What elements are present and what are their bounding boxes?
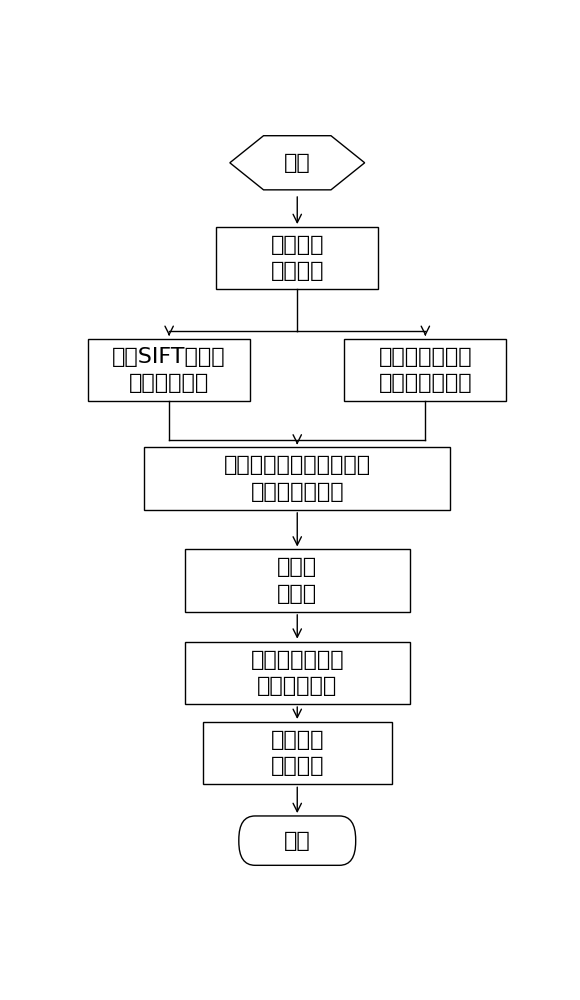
Text: 卡尔曼
滤波器: 卡尔曼 滤波器 bbox=[277, 557, 317, 604]
Bar bbox=[216, 227, 378, 289]
Bar bbox=[185, 642, 409, 704]
Text: 获取移动
载体视频: 获取移动 载体视频 bbox=[270, 235, 324, 281]
Bar bbox=[203, 722, 392, 784]
Text: 利用光流法解算
移动载体的速度: 利用光流法解算 移动载体的速度 bbox=[379, 347, 472, 393]
FancyBboxPatch shape bbox=[239, 816, 356, 865]
Text: 利用SIFT解算移
动载体的速度: 利用SIFT解算移 动载体的速度 bbox=[113, 347, 226, 393]
Text: 对光流法解算的
速度进行校正: 对光流法解算的 速度进行校正 bbox=[251, 650, 344, 696]
Text: 计算两种方法解算速度之
差与加速度之差: 计算两种方法解算速度之 差与加速度之差 bbox=[224, 455, 371, 502]
Bar bbox=[88, 339, 250, 401]
Polygon shape bbox=[230, 136, 365, 190]
Bar bbox=[144, 447, 450, 510]
Bar bbox=[345, 339, 506, 401]
Text: 输出校正
后的速度: 输出校正 后的速度 bbox=[270, 730, 324, 776]
Text: 结束: 结束 bbox=[284, 831, 311, 851]
Bar bbox=[185, 549, 409, 612]
Text: 开始: 开始 bbox=[284, 153, 311, 173]
